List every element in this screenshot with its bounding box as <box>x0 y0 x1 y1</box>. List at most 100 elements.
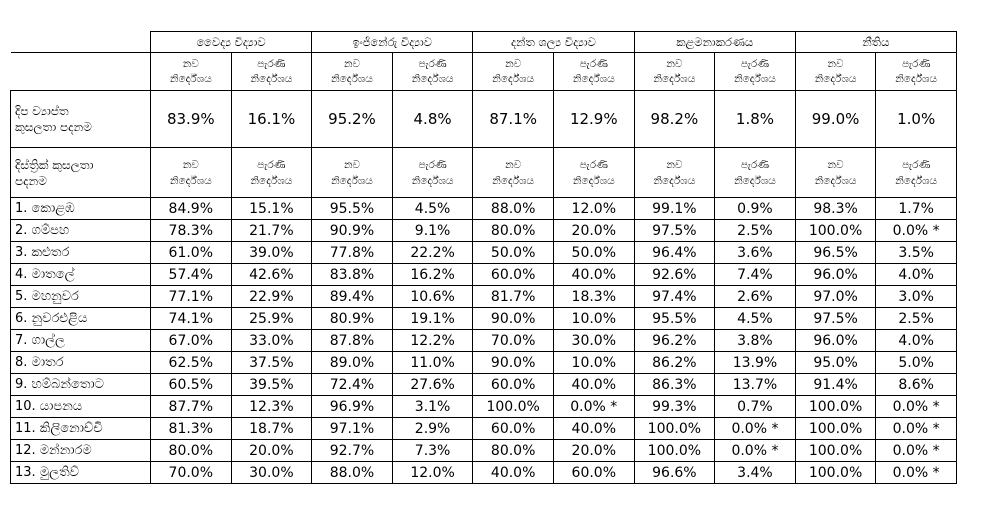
table-cell: 95.5% <box>633 307 716 330</box>
table-cell: 50.0% <box>552 241 635 264</box>
old-syllabus-header: පැරණි නිර්දේශය <box>875 52 957 91</box>
table-cell: 98.3% <box>794 197 877 220</box>
table-cell: 18.7% <box>230 417 313 440</box>
table-cell: 100.0% <box>794 395 877 418</box>
table-cell: 19.1% <box>391 307 474 330</box>
new-syllabus-header: නව නිර්දේශය <box>794 147 877 198</box>
table-cell: 99.1% <box>633 197 716 220</box>
table-cell: 40.0% <box>472 461 554 484</box>
table-cell: 62.5% <box>150 351 232 374</box>
table-cell: 25.9% <box>230 307 313 330</box>
table-cell: 100.0% <box>472 395 554 418</box>
old-syllabus-header: පැරණි නිර්දේශය <box>552 147 635 198</box>
island-wide-value: 95.2% <box>311 90 393 148</box>
table-cell: 2.9% <box>391 417 474 440</box>
old-syllabus-header: පැරණි නිර්දේශය <box>230 52 313 91</box>
district-name: 4. මාතලේ <box>10 263 151 286</box>
table-cell: 0.0% * <box>714 439 796 462</box>
new-syllabus-header: නව නිර්දේශය <box>150 52 232 91</box>
group-header: නීතිය <box>794 31 957 53</box>
table-cell: 61.0% <box>150 241 232 264</box>
table-cell: 90.9% <box>311 219 393 242</box>
table-cell: 39.0% <box>230 241 313 264</box>
corner-cell <box>10 52 151 91</box>
island-wide-label: දිප ව්‍යාප්ත කුසලතා පදනම <box>10 90 151 148</box>
sub-header-row: නව නිර්දේශය පැරණි නිර්දේශය නව නිර්දේශය පැරණි නි… <box>10 52 957 91</box>
district-name: 5. මහනුවර <box>10 285 151 308</box>
table-cell: 80.9% <box>311 307 393 330</box>
table-cell: 60.0% <box>472 263 554 286</box>
table-cell: 70.0% <box>472 329 554 352</box>
new-syllabus-header: නව නිර්දේශය <box>633 52 716 91</box>
table-cell: 90.0% <box>472 351 554 374</box>
table-cell: 67.0% <box>150 329 232 352</box>
table-cell: 0.0% * <box>714 417 796 440</box>
comparison-table: වෛද්‍ය විද්‍යාව ඉංජිනේරු විද්‍යාව දන්ත ශල්… <box>10 31 957 484</box>
table-cell: 12.0% <box>552 197 635 220</box>
table-row: 8. මාතර 62.5% 37.5% 89.0% 11.0% 90.0% 10.0% 86.… <box>10 351 957 374</box>
new-syllabus-header: නව නිර්දේශය <box>472 52 554 91</box>
new-syllabus-header: නව නිර්දේශය <box>150 147 232 198</box>
table-cell: 72.4% <box>311 373 393 396</box>
table-cell: 5.0% <box>875 351 957 374</box>
table-cell: 60.0% <box>472 373 554 396</box>
table-cell: 20.0% <box>552 219 635 242</box>
table-cell: 0.0% * <box>552 395 635 418</box>
old-syllabus-header: පැරණි නිර්දේශය <box>391 147 474 198</box>
table-cell: 27.6% <box>391 373 474 396</box>
table-cell: 97.5% <box>794 307 877 330</box>
table-row: 3. කළුතර 61.0% 39.0% 77.8% 22.2% 50.0% 50.0% 96… <box>10 241 957 264</box>
table-row: 13. මුලතිව් 70.0% 30.0% 88.0% 12.0% 40.0% 60.0… <box>10 461 957 484</box>
table-row: 6. නුවරඑළිය 74.1% 25.9% 80.9% 19.1% 90.0% 10.0… <box>10 307 957 330</box>
table-cell: 0.0% * <box>875 461 957 484</box>
island-wide-value: 83.9% <box>150 90 232 148</box>
old-syllabus-header: පැරණි නිර්දේශය <box>230 147 313 198</box>
table-cell: 100.0% <box>794 219 877 242</box>
table-cell: 87.8% <box>311 329 393 352</box>
table-cell: 96.2% <box>633 329 716 352</box>
old-syllabus-header: පැරණි නිර්දේශය <box>875 147 957 198</box>
table-cell: 57.4% <box>150 263 232 286</box>
table-cell: 13.7% <box>714 373 796 396</box>
table-cell: 97.4% <box>633 285 716 308</box>
table-cell: 37.5% <box>230 351 313 374</box>
table-cell: 100.0% <box>794 417 877 440</box>
island-wide-value: 87.1% <box>472 90 554 148</box>
table-cell: 42.6% <box>230 263 313 286</box>
table-cell: 7.3% <box>391 439 474 462</box>
table-cell: 12.2% <box>391 329 474 352</box>
table-cell: 90.0% <box>472 307 554 330</box>
table-cell: 4.0% <box>875 329 957 352</box>
table-cell: 22.2% <box>391 241 474 264</box>
table-cell: 3.6% <box>714 241 796 264</box>
table-cell: 8.6% <box>875 373 957 396</box>
table-cell: 88.0% <box>472 197 554 220</box>
new-syllabus-header: නව නිර්දේශය <box>633 147 716 198</box>
table-cell: 0.0% * <box>875 439 957 462</box>
table-cell: 30.0% <box>230 461 313 484</box>
table-cell: 0.7% <box>714 395 796 418</box>
district-name: 10. යාපනය <box>10 395 151 418</box>
new-syllabus-header: නව නිර්දේශය <box>794 52 877 91</box>
island-wide-value: 98.2% <box>633 90 716 148</box>
table-cell: 0.0% * <box>875 417 957 440</box>
table-cell: 3.1% <box>391 395 474 418</box>
table-cell: 7.4% <box>714 263 796 286</box>
table-cell: 20.0% <box>552 439 635 462</box>
island-wide-value: 1.8% <box>714 90 796 148</box>
table-row: 1. කොළඹ 84.9% 15.1% 95.5% 4.5% 88.0% 12.0% 99.1… <box>10 197 957 220</box>
table-cell: 33.0% <box>230 329 313 352</box>
table-cell: 96.6% <box>633 461 716 484</box>
old-syllabus-header: පැරණි නිර්දේශය <box>714 147 796 198</box>
table-cell: 40.0% <box>552 417 635 440</box>
table-cell: 22.9% <box>230 285 313 308</box>
table-cell: 80.0% <box>472 219 554 242</box>
island-wide-row: දිප ව්‍යාප්ත කුසලතා පදනම 83.9% 16.1% 95.2% 4.… <box>10 90 957 148</box>
table-cell: 15.1% <box>230 197 313 220</box>
group-header: වෛද්‍ය විද්‍යාව <box>149 31 313 53</box>
new-syllabus-header: නව නිර්දේශය <box>311 52 393 91</box>
new-syllabus-header: නව නිර්දේශය <box>311 147 393 198</box>
table-cell: 81.3% <box>150 417 232 440</box>
table-cell: 2.5% <box>714 219 796 242</box>
table-cell: 99.3% <box>633 395 716 418</box>
